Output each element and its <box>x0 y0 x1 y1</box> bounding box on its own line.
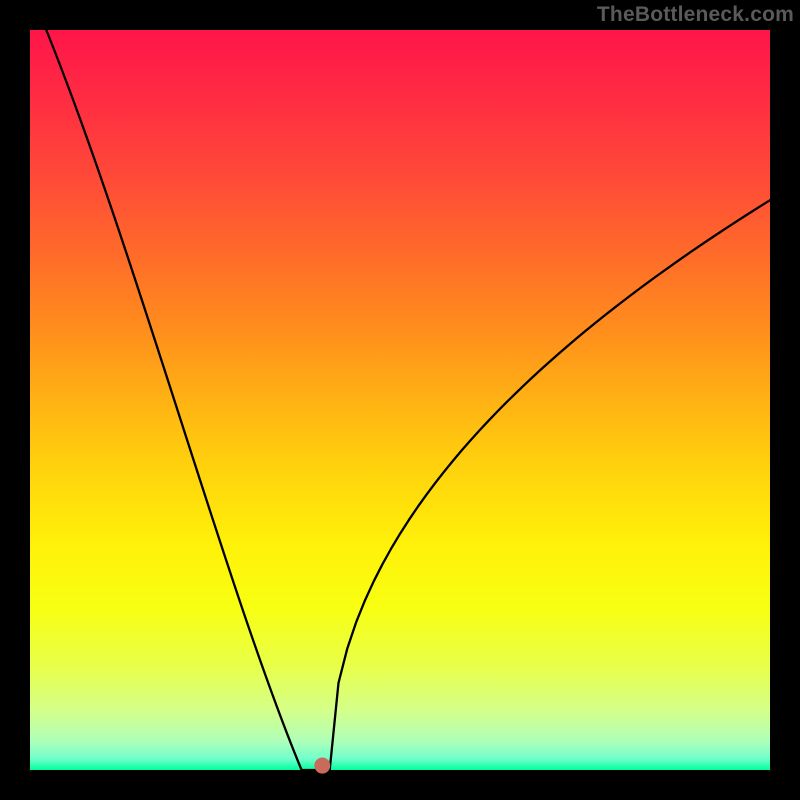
chart-background <box>30 30 770 770</box>
chart-svg <box>0 0 800 800</box>
watermark-text: TheBottleneck.com <box>597 3 794 27</box>
chart-container: TheBottleneck.com <box>0 0 800 800</box>
valley-marker <box>314 758 330 774</box>
